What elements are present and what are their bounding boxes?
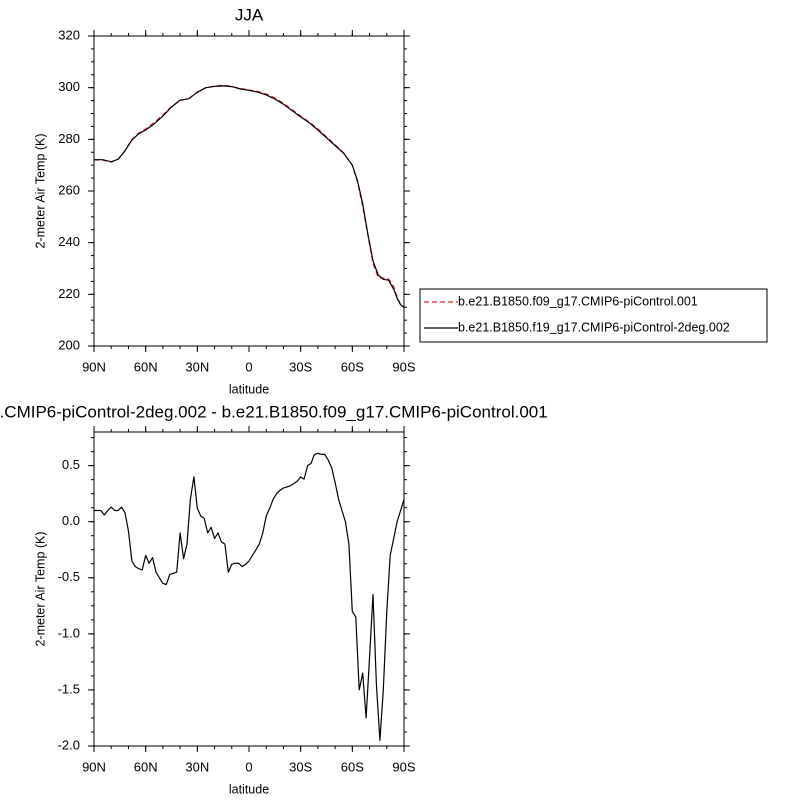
y-tick-label: 260 — [58, 182, 80, 197]
x-tick-label: 60N — [134, 359, 158, 374]
x-tick-label: 90N — [82, 359, 106, 374]
y-tick-label: -1.5 — [58, 681, 80, 696]
y-tick-label: 280 — [58, 131, 80, 146]
legend-label-1: b.e21.B1850.f09_g17.CMIP6-piControl.001 — [458, 294, 698, 308]
y-axis-title: 2-meter Air Temp (K) — [33, 531, 47, 646]
legend: b.e21.B1850.f09_g17.CMIP6-piControl.001b… — [419, 288, 768, 343]
y-tick-label: 0.5 — [62, 457, 80, 472]
plot-frame — [93, 35, 405, 347]
x-tick-label: 60N — [134, 759, 158, 774]
y-tick-label: 300 — [58, 79, 80, 94]
x-axis-title: latitude — [229, 382, 269, 396]
x-tick-label: 60S — [341, 359, 364, 374]
x-tick-label: 30N — [185, 359, 209, 374]
chart-panel-1: JJA 200 220 240 260 280 300 320 90N 60N 30N 0 30S 60S… — [33, 5, 768, 396]
y-tick-label: -2.0 — [58, 737, 80, 752]
chart-panel-2: 9_g17.CMIP6-piControl-2deg.002 - b.e21.B… — [0, 402, 548, 796]
series-line-1 — [94, 84, 404, 308]
y-tick-label: 320 — [58, 27, 80, 42]
series-line-1 — [94, 452, 404, 742]
x-tick-label: 30N — [185, 759, 209, 774]
legend-label-2: b.e21.B1850.f19_g17.CMIP6-piControl-2deg… — [458, 320, 730, 334]
x-tick-label: 30S — [289, 759, 312, 774]
x-tick-label: 90S — [392, 359, 415, 374]
y-tick-label: -1.0 — [58, 625, 80, 640]
y-tick-label: 240 — [58, 234, 80, 249]
y-tick-label: 0.0 — [62, 513, 80, 528]
x-tick-label: 0 — [245, 359, 252, 374]
x-axis-title: latitude — [229, 782, 269, 796]
y-tick-label: -0.5 — [58, 569, 80, 584]
y-axis-title: 2-meter Air Temp (K) — [33, 133, 47, 248]
chart-title: JJA — [235, 5, 264, 24]
y-tick-label: 200 — [58, 337, 80, 352]
y-tick-label: 220 — [58, 286, 80, 301]
plot-frame — [93, 431, 405, 747]
x-tick-label: 30S — [289, 359, 312, 374]
chart-title: 9_g17.CMIP6-piControl-2deg.002 - b.e21.B… — [0, 402, 548, 421]
series-line-2 — [94, 85, 404, 308]
x-tick-label: 90S — [392, 759, 415, 774]
x-tick-label: 90N — [82, 759, 106, 774]
x-tick-label: 60S — [341, 759, 364, 774]
legend-box — [419, 288, 768, 343]
x-tick-label: 0 — [245, 759, 252, 774]
